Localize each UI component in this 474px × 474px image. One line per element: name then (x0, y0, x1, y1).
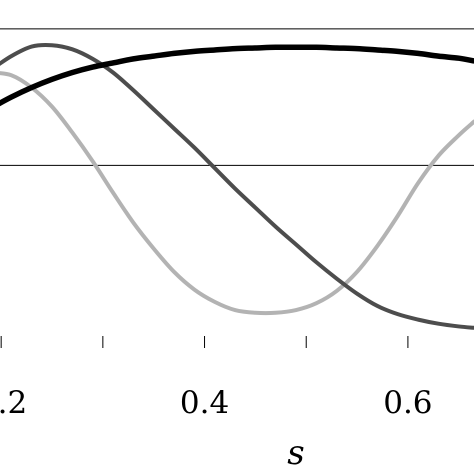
x-tick-labels: .2 0.4 0.6 (0, 385, 433, 421)
x-axis (0, 336, 409, 348)
grid-lines (0, 28, 474, 166)
series-line-0 (0, 44, 474, 107)
series-group (0, 42, 474, 330)
x-tick-label-0: .2 (0, 385, 27, 421)
series-line-2 (0, 71, 474, 316)
series-line-1 (0, 42, 474, 330)
x-axis-label: s (287, 433, 304, 473)
x-tick-label-1: 0.4 (180, 385, 229, 421)
x-tick-label-2: 0.6 (383, 385, 432, 421)
